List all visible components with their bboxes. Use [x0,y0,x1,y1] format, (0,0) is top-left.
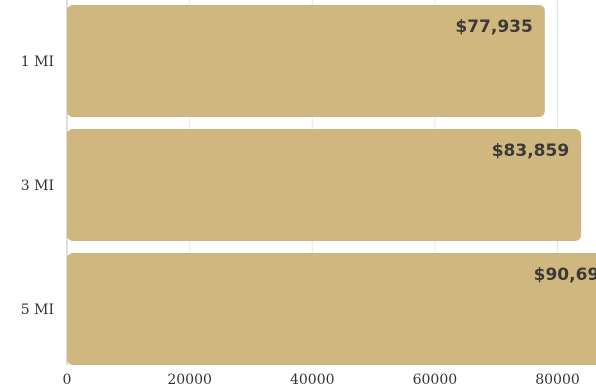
bars [67,5,596,365]
bar-value-label: $90,695 [534,265,596,285]
x-axis-ticks: 0 20000 40000 60000 80000 [63,372,580,388]
category-label: 1 MI [21,54,54,70]
bar-value-label: $77,935 [455,17,532,37]
value-labels: $77,935 $83,859 $90,695 [455,17,596,285]
x-tick-label: 40000 [290,372,335,388]
bar [67,253,596,365]
x-tick-label: 80000 [535,372,580,388]
x-tick-label: 20000 [167,372,212,388]
bar [67,129,582,241]
bar-value-label: $83,859 [492,141,569,161]
category-label: 3 MI [21,178,54,194]
x-tick-label: 60000 [413,372,458,388]
category-label: 5 MI [21,302,54,318]
x-tick-label: 0 [63,372,72,388]
bar [67,5,545,117]
category-axis: 1 MI 3 MI 5 MI [21,54,54,318]
